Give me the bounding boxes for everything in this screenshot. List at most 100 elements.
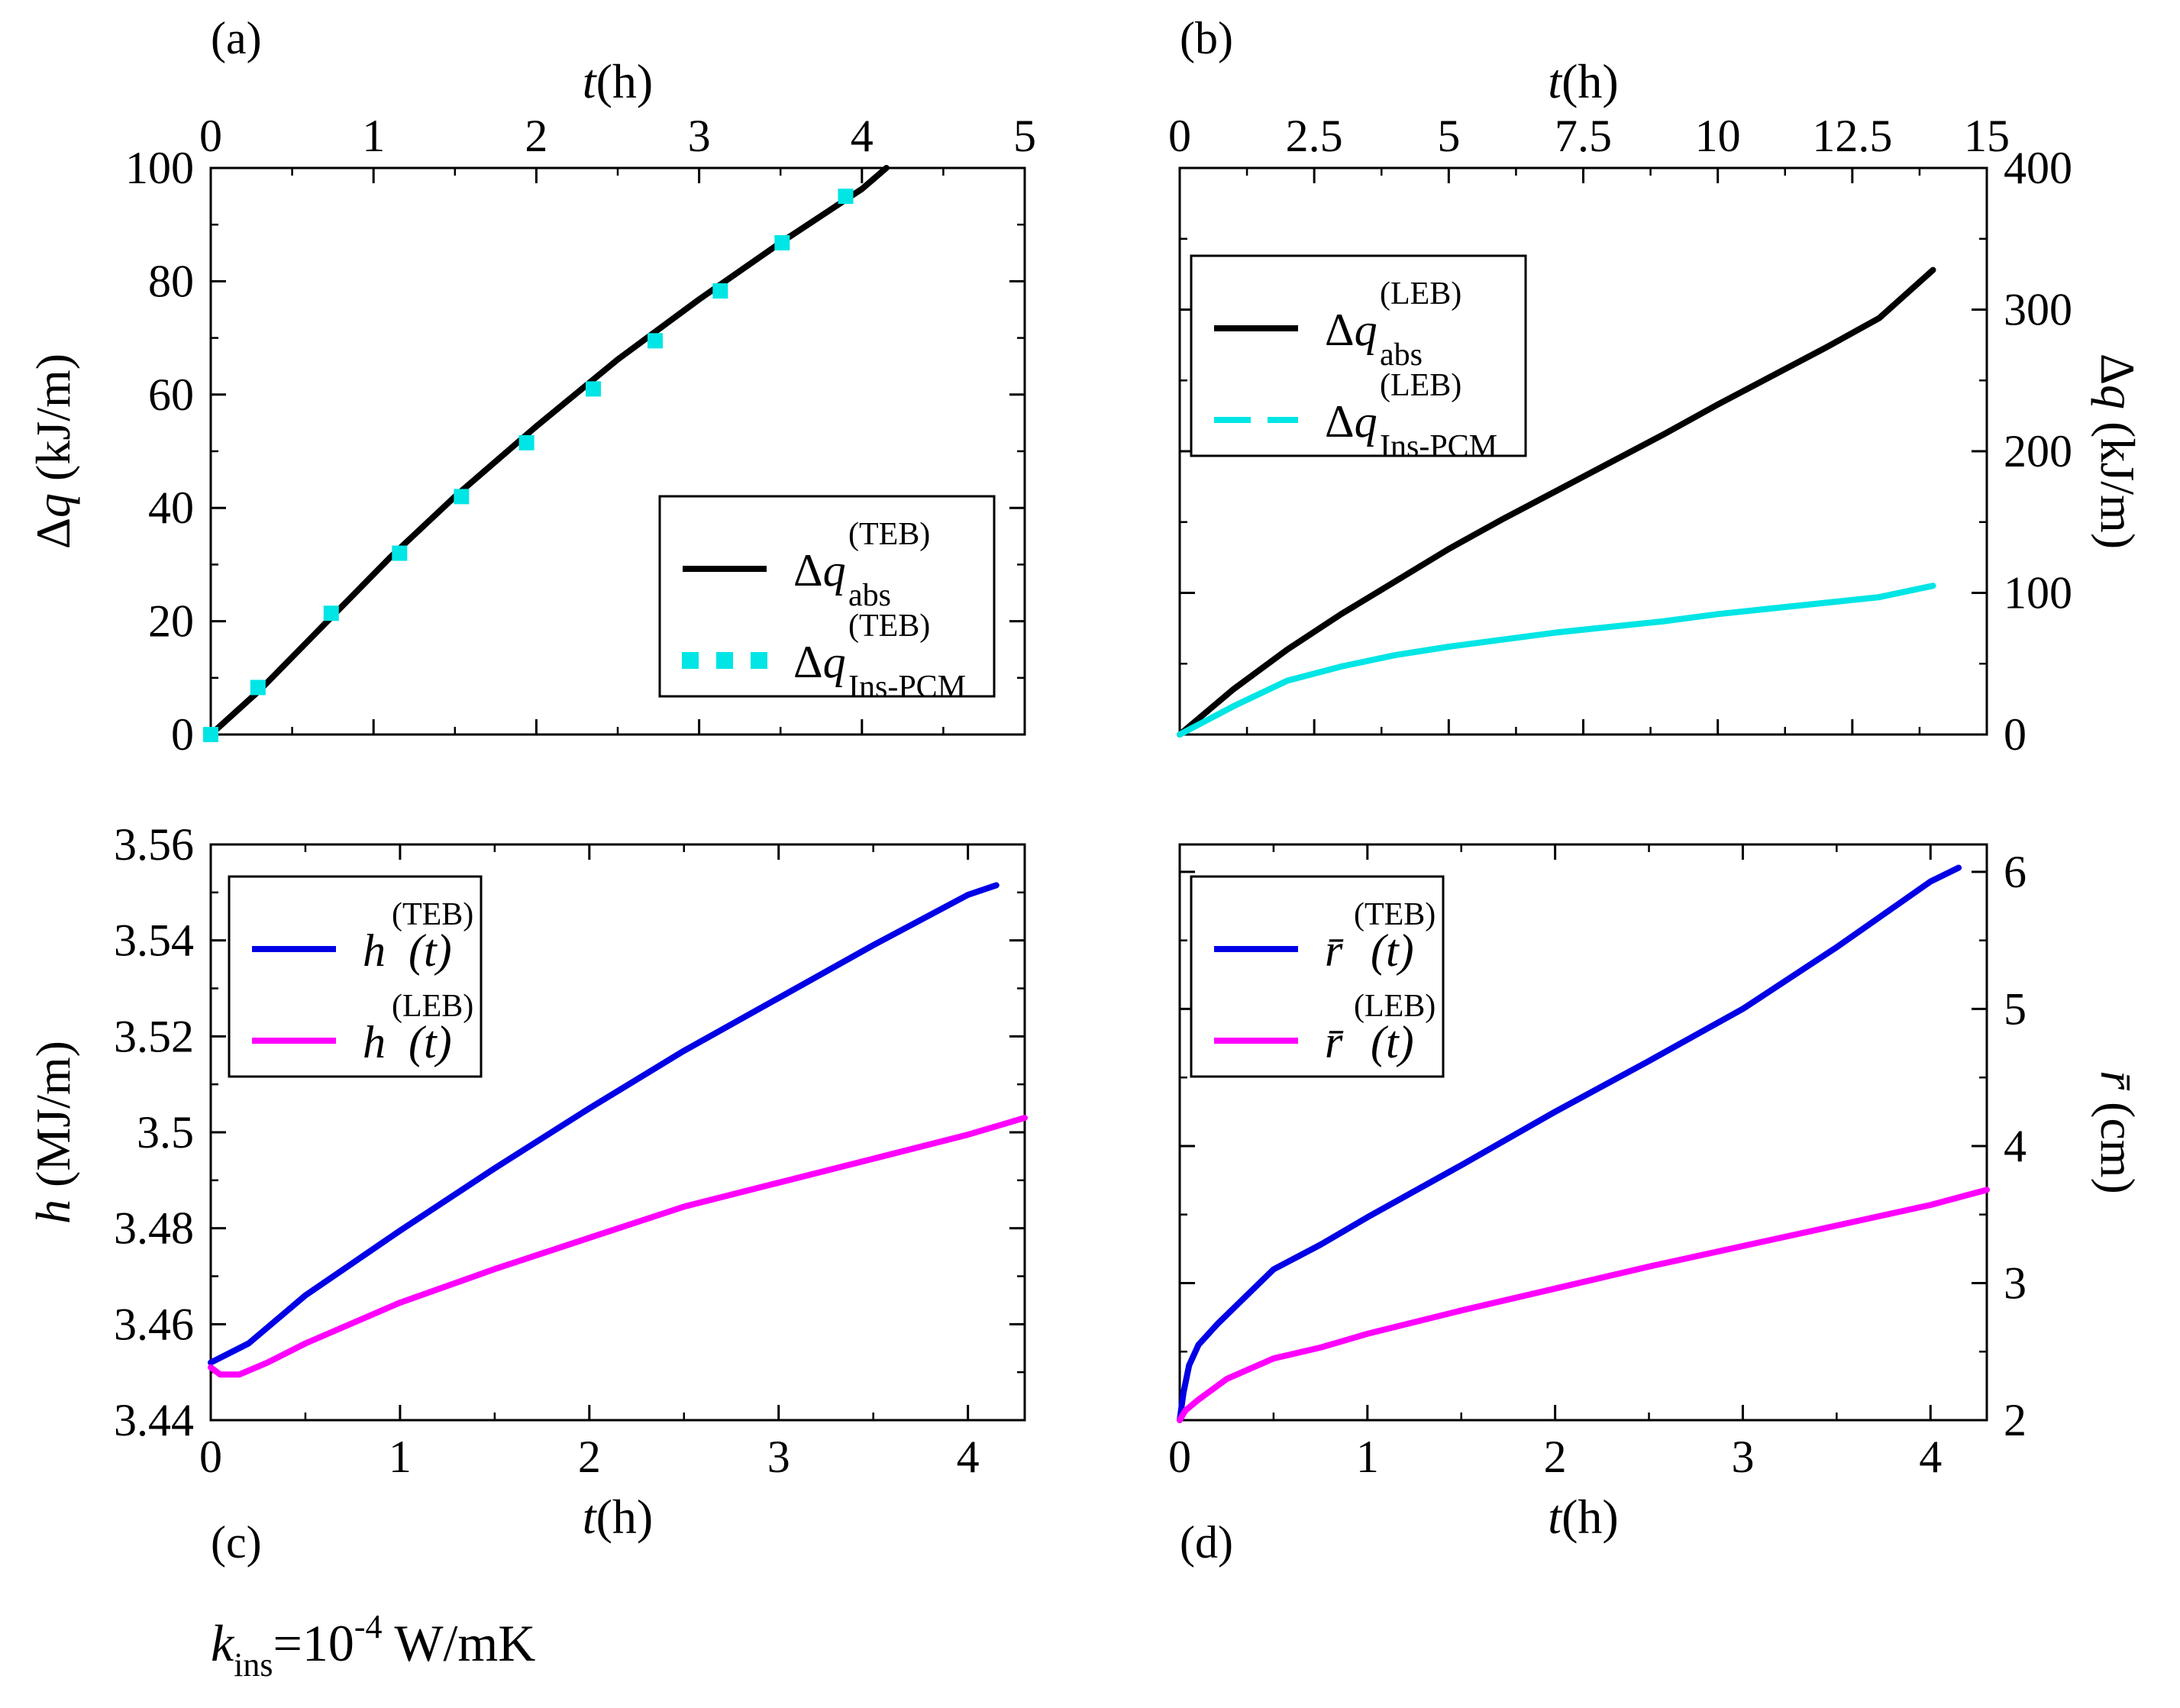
legend-symbol-prefix: Δ xyxy=(793,637,823,687)
y-tick-label: 6 xyxy=(2004,847,2027,897)
legend-label: Δq xyxy=(793,637,846,687)
y-tick-label: 3.46 xyxy=(114,1299,194,1349)
y-tick-label: 3.44 xyxy=(114,1395,194,1445)
x-axis-label-symbol: t xyxy=(1548,1490,1563,1544)
legend-label: h xyxy=(363,1017,386,1067)
legend-argument: (t) xyxy=(409,1017,452,1067)
x-tick-label: 0 xyxy=(199,111,222,161)
series-line-1 xyxy=(208,165,890,738)
legend-superscript: (LEB) xyxy=(1380,368,1461,403)
y-axis-label-prefix: Δ xyxy=(26,518,80,549)
y-tick-label: 100 xyxy=(2004,568,2072,618)
x-tick-label: 10 xyxy=(1695,111,1741,161)
y-tick-label: 2 xyxy=(2004,1395,2027,1445)
legend-label: Δq xyxy=(793,545,846,596)
x-tick-label: 0 xyxy=(1168,111,1191,161)
x-axis-label-unit: (h) xyxy=(1562,1490,1619,1544)
legend-symbol: r̄ xyxy=(1325,1017,1344,1067)
x-tick-label: 3 xyxy=(767,1432,790,1482)
x-tick-label: 4 xyxy=(1919,1432,1942,1482)
legend-argument: (t) xyxy=(1371,1017,1414,1067)
y-tick-label: 3.48 xyxy=(114,1203,194,1254)
legend-superscript: (LEB) xyxy=(392,989,473,1024)
y-axis-label-unit: (kJ/m) xyxy=(2091,409,2145,549)
legend-superscript: (TEB) xyxy=(848,517,930,552)
legend-symbol-prefix: Δ xyxy=(793,545,823,596)
y-tick-label: 20 xyxy=(148,596,194,647)
y-axis-label-unit: (kJ/m) xyxy=(26,354,80,493)
panel-b: 0 2.5 5 7.5 10 12.5 15 0 100 200 300 400 t(h) Δq (kJ/… xyxy=(1168,13,2145,760)
series-line-2 xyxy=(1177,583,1936,738)
legend-superscript: (TEB) xyxy=(1354,897,1436,932)
data-point-square xyxy=(323,605,339,622)
legend-square-marker xyxy=(751,652,767,669)
legend-label: h xyxy=(363,925,386,976)
x-tick-label: 1 xyxy=(1356,1432,1379,1482)
legend-symbol-prefix: Δ xyxy=(1325,396,1355,447)
data-point-square xyxy=(518,434,535,450)
y-axis-label-symbol: q xyxy=(2091,385,2145,409)
plot-frame xyxy=(1178,843,1988,1422)
panel-label: (d) xyxy=(1180,1517,1233,1568)
y-axis-label-unit: (cm) xyxy=(2091,1090,2145,1194)
y-axis-label: h (MJ/m) xyxy=(26,1041,80,1224)
x-tick-label: 7.5 xyxy=(1555,111,1612,161)
footnote-symbol: k xyxy=(211,1614,235,1672)
legend-subscript: Ins-PCM xyxy=(848,670,966,705)
series-line-1 xyxy=(1177,266,1936,738)
x-axis-label-unit: (h) xyxy=(596,1490,654,1544)
legend-box xyxy=(658,495,996,698)
x-axis-label-symbol: t xyxy=(583,54,598,108)
y-tick-label: 40 xyxy=(148,483,194,533)
x-tick-label: 2 xyxy=(578,1432,601,1482)
y-axis-label-unit: (MJ/m) xyxy=(26,1041,80,1199)
data-point-square xyxy=(454,489,470,505)
legend-symbol: q xyxy=(1355,396,1377,447)
panel-label: (c) xyxy=(211,1517,262,1568)
legend-superscript: (LEB) xyxy=(1354,989,1436,1024)
footnote-sup: -4 xyxy=(354,1608,383,1645)
x-axis-label-symbol: t xyxy=(1548,54,1563,108)
data-point-square xyxy=(838,189,854,205)
data-point-square xyxy=(250,680,266,696)
footnote-unit: W/mK xyxy=(383,1614,536,1672)
legend-argument: (t) xyxy=(1371,925,1414,976)
legend-superscript: (TEB) xyxy=(392,897,473,932)
x-tick-label: 5 xyxy=(1013,111,1036,161)
series-line-2 xyxy=(208,1115,1028,1378)
y-axis-label-symbol: h xyxy=(26,1199,80,1224)
x-axis-label-symbol: t xyxy=(583,1490,598,1544)
footnote-sub: ins xyxy=(234,1646,273,1684)
x-tick-label: 4 xyxy=(851,111,874,161)
x-tick-label: 2 xyxy=(525,111,547,161)
y-tick-label: 0 xyxy=(171,709,194,760)
y-tick-label: 5 xyxy=(2004,983,2027,1034)
legend-square-marker xyxy=(682,652,699,669)
legend-symbol: r̄ xyxy=(1325,925,1344,976)
x-tick-label: 3 xyxy=(1731,1432,1754,1482)
y-tick-label: 3.54 xyxy=(114,915,194,966)
legend-square-marker xyxy=(716,652,733,669)
panel-c: 0 1 2 3 4 3.44 3.46 3.48 3.5 3.52 3.54 3.56 t(h) h (M… xyxy=(26,819,1028,1568)
legend-superscript: (LEB) xyxy=(1380,276,1461,312)
x-tick-label: 15 xyxy=(1964,111,2010,161)
y-axis-label: Δq (kJ/m) xyxy=(26,354,80,549)
y-tick-label: 300 xyxy=(2004,285,2072,335)
legend: r̄(TEB)(t)r̄(LEB)(t) xyxy=(1190,875,1445,1078)
legend-label: Δq xyxy=(1325,305,1377,355)
legend-symbol: q xyxy=(1355,305,1377,355)
x-tick-label: 2 xyxy=(1544,1432,1567,1482)
x-axis-label: t(h) xyxy=(1548,54,1618,108)
legend-subscript: abs xyxy=(1380,337,1423,373)
y-axis-label: r̄ (cm) xyxy=(2091,1070,2145,1194)
y-tick-label: 4 xyxy=(2004,1121,2027,1171)
data-point-square xyxy=(392,545,408,561)
series-line-1 xyxy=(208,882,1000,1366)
x-tick-label: 0 xyxy=(1168,1432,1191,1482)
y-tick-label: 80 xyxy=(148,256,194,306)
legend-symbol: h xyxy=(363,925,386,976)
legend-symbol-prefix: Δ xyxy=(1325,305,1355,355)
